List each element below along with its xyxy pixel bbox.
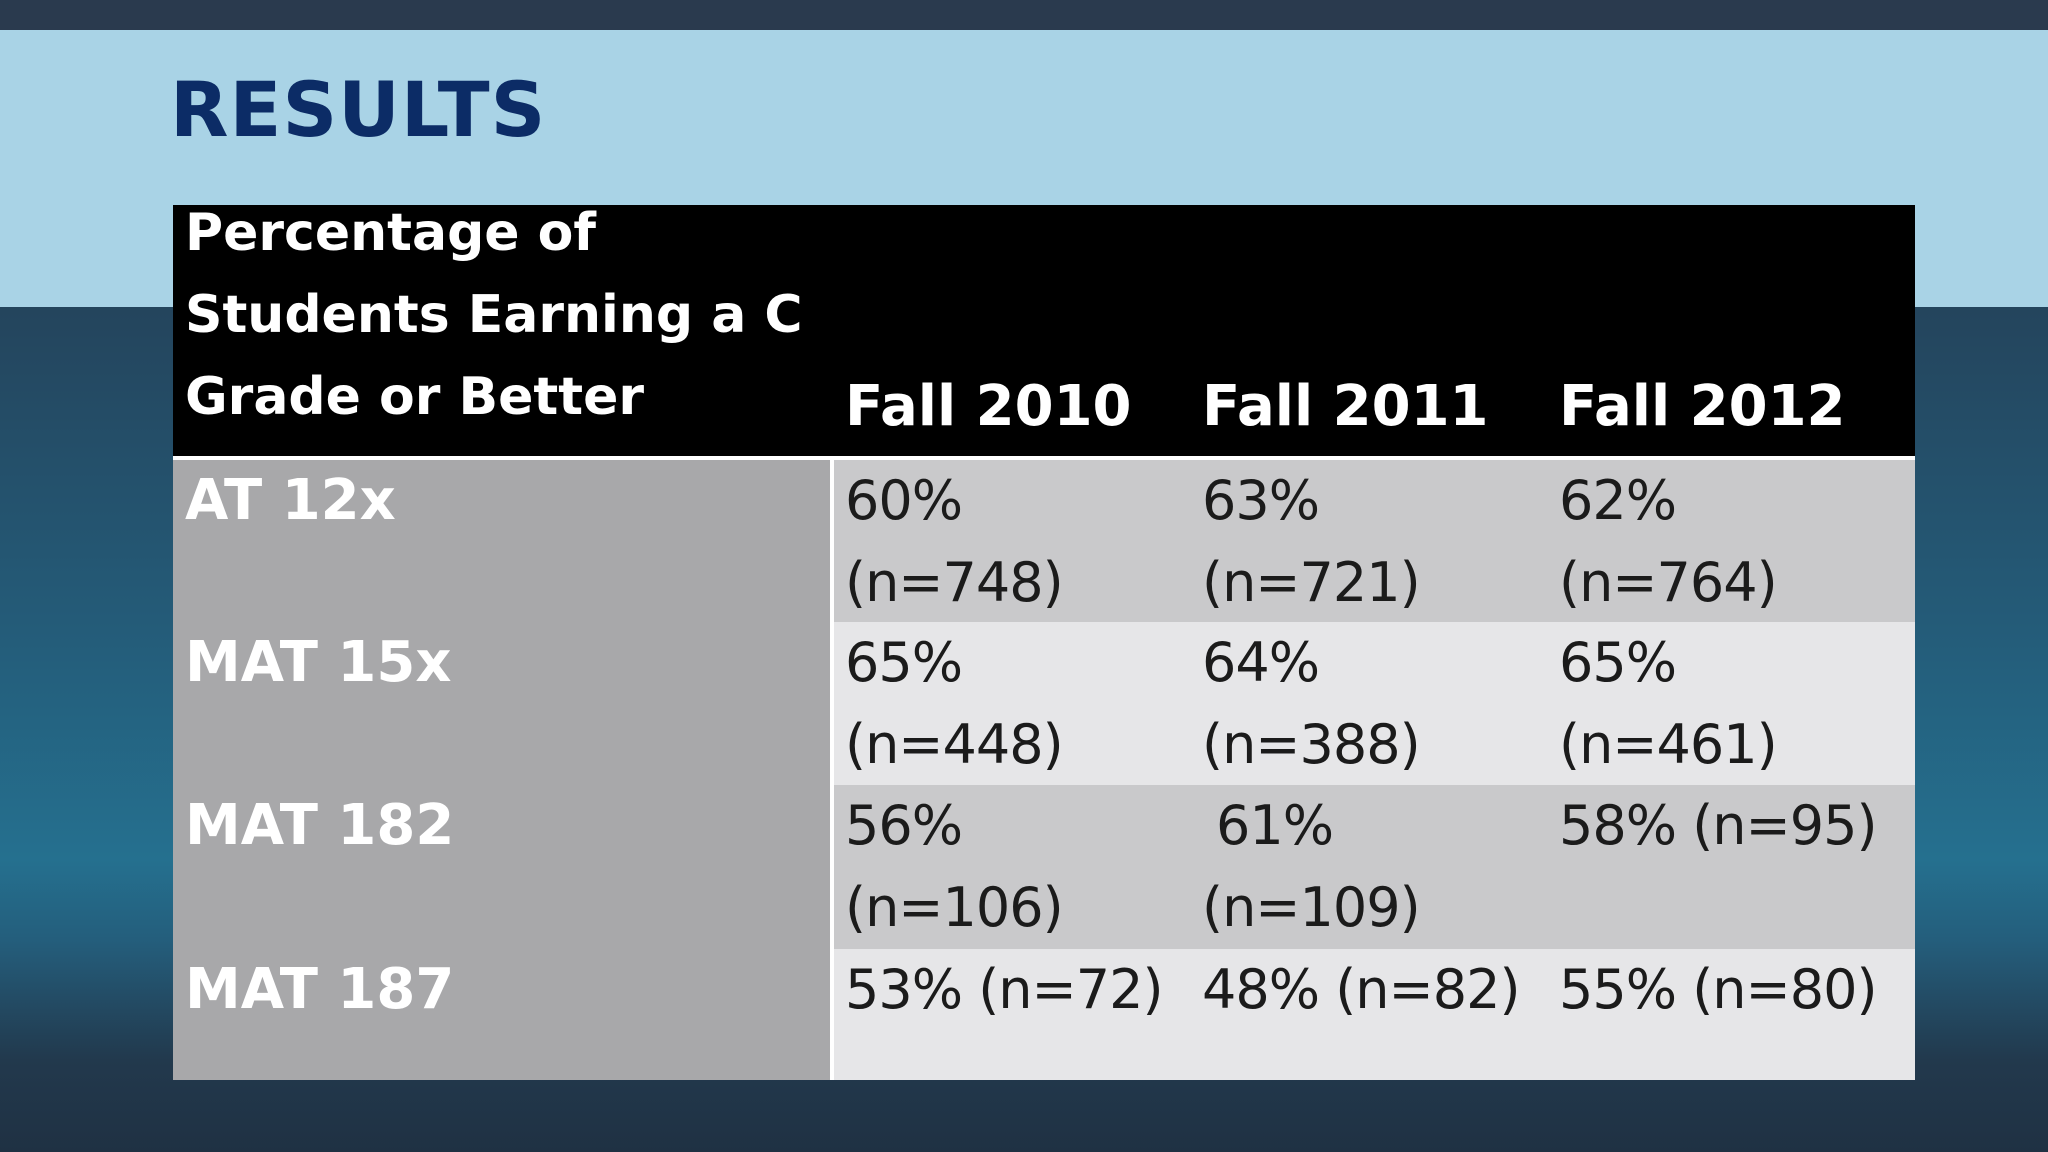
cell-percent: 63% (1202, 469, 1320, 532)
table-cell: 63% (n=721) (1191, 460, 1548, 622)
cell-count: (n=461) (1559, 713, 1778, 776)
slide-title: RESULTS (170, 65, 547, 154)
cell-count: (n=388) (1202, 713, 1421, 776)
cell-count: (n=721) (1202, 551, 1421, 614)
cell-percent: 56% (845, 794, 963, 857)
table-cell: 65% (n=461) (1548, 622, 1915, 785)
table-header-label: Percentage of Students Earning a C Grade… (173, 205, 834, 460)
cell-count: (n=748) (845, 551, 1064, 614)
table-cell: 53% (n=72) (834, 949, 1191, 1080)
row-label-at-12x: AT 12x (173, 460, 834, 622)
header-label-line: Students Earning a C (185, 285, 803, 345)
cell-count: (n=106) (845, 876, 1064, 939)
column-header-fall-2011: Fall 2011 (1191, 205, 1548, 460)
column-header-text: Fall 2011 (1202, 374, 1489, 439)
table-cell: 65% (n=448) (834, 622, 1191, 785)
cell-count: (n=109) (1202, 876, 1421, 939)
column-header-text: Fall 2012 (1559, 374, 1846, 439)
cell-percent: 65% (845, 631, 963, 694)
cell-value: 55% (n=80) (1559, 958, 1878, 1021)
header-label-line: Grade or Better (185, 367, 645, 427)
table-cell: 48% (n=82) (1191, 949, 1548, 1080)
cell-percent: 60% (845, 469, 963, 532)
cell-percent: 65% (1559, 631, 1677, 694)
cell-value: 53% (n=72) (845, 958, 1164, 1021)
cell-percent: 61% (1216, 794, 1334, 857)
row-label-mat-187: MAT 187 (173, 949, 834, 1080)
cell-count: (n=448) (845, 713, 1064, 776)
cell-percent: 64% (1202, 631, 1320, 694)
column-header-text: Fall 2010 (845, 374, 1132, 439)
table-cell: 61% (n=109) (1191, 785, 1548, 949)
row-label-mat-15x: MAT 15x (173, 622, 834, 785)
cell-count: (n=764) (1559, 551, 1778, 614)
header-label-text: Percentage of Students Earning a C Grade… (173, 205, 834, 442)
results-table: Percentage of Students Earning a C Grade… (173, 205, 1915, 1080)
cell-value: 48% (n=82) (1202, 958, 1521, 1021)
table-cell: 62% (n=764) (1548, 460, 1915, 622)
header-label-line: Percentage of (185, 205, 597, 263)
table-cell: 56% (n=106) (834, 785, 1191, 949)
table-cell: 58% (n=95) (1548, 785, 1915, 949)
column-header-fall-2010: Fall 2010 (834, 205, 1191, 460)
cell-percent: 62% (1559, 469, 1677, 532)
row-label-mat-182: MAT 182 (173, 785, 834, 949)
table-cell: 55% (n=80) (1548, 949, 1915, 1080)
table-cell: 60% (n=748) (834, 460, 1191, 622)
table-cell: 64% (n=388) (1191, 622, 1548, 785)
column-header-fall-2012: Fall 2012 (1548, 205, 1915, 460)
cell-value: 58% (n=95) (1559, 794, 1878, 857)
